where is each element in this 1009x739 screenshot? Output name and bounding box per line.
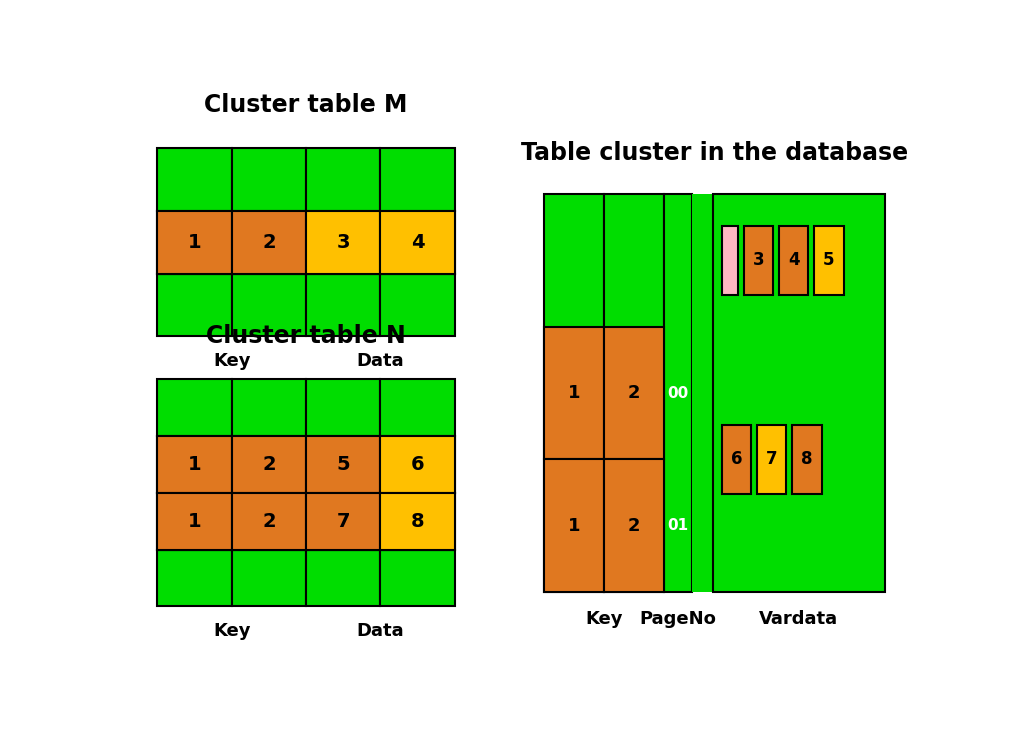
Bar: [232, 493, 306, 550]
Bar: [380, 493, 455, 550]
Text: Key: Key: [213, 353, 250, 370]
Bar: [232, 211, 306, 273]
Bar: [306, 211, 380, 273]
Text: 3: 3: [753, 251, 765, 269]
Bar: [664, 194, 692, 592]
Text: Cluster table N: Cluster table N: [206, 324, 406, 347]
Bar: [380, 436, 455, 493]
Bar: [306, 211, 380, 273]
Text: 2: 2: [262, 454, 275, 474]
Bar: [380, 379, 455, 436]
Bar: [157, 493, 232, 550]
Text: Key: Key: [213, 622, 250, 641]
Text: 6: 6: [411, 454, 424, 474]
Bar: [380, 149, 455, 211]
Text: 2: 2: [628, 517, 640, 535]
Text: 5: 5: [336, 454, 350, 474]
Bar: [721, 226, 738, 295]
Text: 4: 4: [411, 233, 424, 252]
Bar: [232, 273, 306, 336]
Bar: [157, 436, 232, 493]
Bar: [380, 211, 455, 273]
Text: 1: 1: [188, 233, 202, 252]
Bar: [157, 273, 232, 336]
Bar: [545, 460, 604, 592]
Bar: [157, 550, 232, 607]
Bar: [232, 379, 306, 436]
Bar: [306, 149, 380, 211]
Bar: [545, 194, 604, 592]
Bar: [306, 436, 380, 493]
Bar: [713, 194, 885, 592]
Bar: [157, 379, 232, 436]
Bar: [380, 436, 455, 493]
Bar: [157, 211, 232, 273]
Bar: [232, 550, 306, 607]
Bar: [604, 194, 664, 592]
Bar: [232, 493, 306, 550]
Text: 2: 2: [262, 511, 275, 531]
Text: 8: 8: [411, 511, 424, 531]
Text: 7: 7: [766, 451, 778, 469]
Text: Vardata: Vardata: [759, 610, 838, 628]
Bar: [306, 273, 380, 336]
Bar: [779, 226, 808, 295]
Text: 1: 1: [568, 517, 580, 535]
Bar: [545, 327, 604, 460]
Text: 00: 00: [667, 386, 688, 401]
Bar: [380, 550, 455, 607]
Bar: [744, 226, 773, 295]
Text: 1: 1: [188, 511, 202, 531]
Text: 5: 5: [823, 251, 834, 269]
Bar: [232, 436, 306, 493]
Bar: [380, 493, 455, 550]
Text: PageNo: PageNo: [640, 610, 716, 628]
Bar: [306, 379, 380, 436]
Text: Key: Key: [585, 610, 623, 628]
Text: 7: 7: [336, 511, 350, 531]
Bar: [157, 493, 232, 550]
Bar: [306, 550, 380, 607]
Text: 1: 1: [568, 384, 580, 402]
Bar: [157, 436, 232, 493]
Bar: [157, 149, 232, 211]
Bar: [157, 211, 232, 273]
Text: 2: 2: [628, 384, 640, 402]
Bar: [604, 460, 664, 592]
Bar: [757, 425, 786, 494]
Bar: [380, 211, 455, 273]
Bar: [306, 436, 380, 493]
Text: 1: 1: [188, 454, 202, 474]
Text: 2: 2: [262, 233, 275, 252]
Bar: [306, 493, 380, 550]
Text: 8: 8: [801, 451, 812, 469]
Text: Cluster table M: Cluster table M: [204, 93, 408, 117]
Text: 3: 3: [336, 233, 350, 252]
Bar: [692, 194, 713, 592]
Bar: [792, 425, 821, 494]
Text: 4: 4: [788, 251, 799, 269]
Text: 01: 01: [667, 518, 688, 534]
Bar: [232, 211, 306, 273]
Bar: [232, 436, 306, 493]
Bar: [721, 425, 751, 494]
Text: Table cluster in the database: Table cluster in the database: [521, 141, 908, 166]
Bar: [604, 327, 664, 460]
Bar: [232, 149, 306, 211]
Text: 6: 6: [731, 451, 743, 469]
Bar: [380, 273, 455, 336]
Bar: [814, 226, 844, 295]
Text: Data: Data: [356, 353, 404, 370]
Text: Data: Data: [356, 622, 404, 641]
Bar: [306, 493, 380, 550]
